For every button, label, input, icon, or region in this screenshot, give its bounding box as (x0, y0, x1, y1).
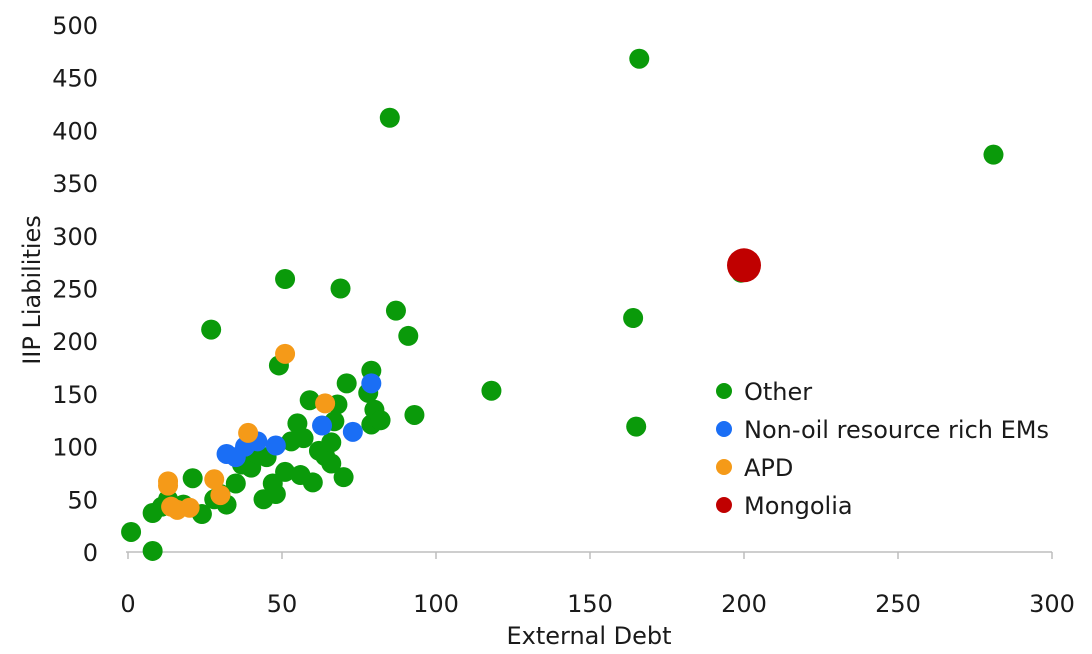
y-tick-label: 250 (52, 276, 98, 304)
series-apd (158, 343, 336, 520)
data-point (330, 278, 351, 299)
data-point (179, 497, 200, 518)
data-point (336, 373, 357, 394)
series-mongolia (727, 248, 761, 283)
x-axis-title: External Debt (506, 622, 671, 650)
data-point (275, 269, 296, 290)
data-point (727, 248, 761, 283)
data-point (293, 428, 314, 449)
data-point (210, 485, 231, 506)
data-point (142, 540, 163, 561)
data-point (312, 415, 333, 436)
x-tick-label: 250 (875, 590, 921, 618)
data-point (398, 325, 419, 346)
data-point (983, 144, 1004, 165)
y-tick-label: 500 (52, 12, 98, 40)
x-axis-tick-labels: 0 50 100 150 200 250 300 (120, 590, 1075, 618)
data-point (265, 484, 286, 505)
x-axis-tick-marks (127, 552, 1053, 559)
y-tick-label: 300 (52, 223, 98, 251)
y-tick-label: 50 (67, 486, 98, 514)
y-tick-label: 400 (52, 117, 98, 145)
x-tick-label: 200 (721, 590, 767, 618)
x-tick-label: 150 (567, 590, 613, 618)
data-point (321, 432, 342, 453)
data-point (379, 107, 400, 128)
x-tick-label: 100 (413, 590, 459, 618)
data-point (121, 521, 142, 542)
data-point (404, 404, 425, 425)
series-other (121, 48, 1004, 561)
data-points (121, 48, 1004, 561)
data-point (158, 475, 179, 496)
data-point (275, 343, 296, 364)
data-point (182, 468, 203, 489)
data-point (204, 469, 225, 490)
legend: Other Non-oil resource rich EMs APD Mongoli… (716, 378, 1049, 520)
data-point (361, 373, 382, 394)
legend-marker (716, 497, 732, 513)
data-point (481, 380, 502, 401)
y-tick-label: 150 (52, 381, 98, 409)
y-axis-tick-labels: 0 50 100 150 200 250 300 350 400 450 500 (52, 12, 98, 567)
y-tick-label: 100 (52, 434, 98, 462)
data-point (370, 410, 391, 431)
legend-label: Mongolia (744, 492, 853, 520)
y-tick-label: 450 (52, 65, 98, 93)
data-point (385, 300, 406, 321)
data-point (302, 472, 323, 493)
y-tick-label: 350 (52, 170, 98, 198)
y-tick-label: 200 (52, 328, 98, 356)
legend-label: Non-oil resource rich EMs (744, 416, 1049, 444)
data-point (275, 461, 296, 482)
data-point (265, 435, 286, 456)
legend-label: APD (744, 454, 793, 482)
data-point (238, 422, 259, 443)
x-tick-label: 300 (1029, 590, 1075, 618)
data-point (623, 308, 644, 329)
data-point (299, 390, 320, 411)
data-point (321, 453, 342, 474)
y-tick-label: 0 (83, 539, 98, 567)
data-point (315, 393, 336, 414)
data-point (342, 421, 363, 442)
data-point (626, 416, 647, 437)
data-point (333, 467, 354, 488)
y-axis-title: IIP Liabilities (18, 215, 46, 365)
x-tick-label: 0 (120, 590, 135, 618)
data-point (201, 319, 222, 340)
data-point (629, 48, 650, 69)
legend-marker (716, 383, 732, 399)
legend-marker (716, 421, 732, 437)
x-tick-label: 50 (267, 590, 298, 618)
legend-label: Other (744, 378, 812, 406)
series-non-oil-resource-rich-ems (216, 373, 382, 468)
data-point (225, 473, 246, 494)
legend-marker (716, 459, 732, 475)
